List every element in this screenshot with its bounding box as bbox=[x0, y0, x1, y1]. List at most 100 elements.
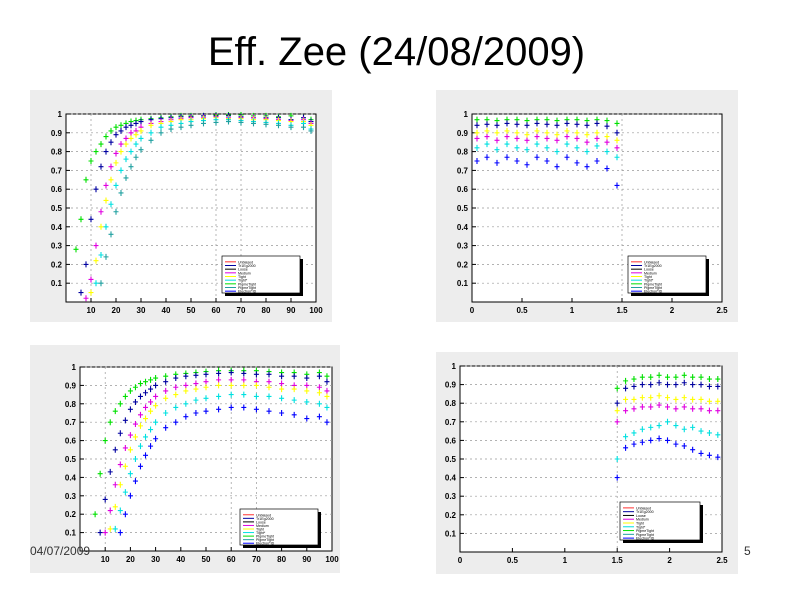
y-tick-label: 0.6 bbox=[445, 436, 457, 445]
data-point bbox=[183, 382, 189, 389]
data-point bbox=[474, 144, 480, 151]
legend-label: Tight bbox=[644, 275, 652, 279]
data-point bbox=[118, 189, 124, 196]
data-point bbox=[98, 223, 104, 230]
data-point bbox=[614, 407, 620, 414]
data-point bbox=[103, 197, 109, 204]
data-point bbox=[193, 397, 199, 404]
y-tick-label: 0.3 bbox=[457, 242, 469, 251]
data-point bbox=[544, 129, 550, 136]
y-tick-label: 0.5 bbox=[65, 455, 77, 464]
data-point bbox=[143, 415, 149, 422]
data-point bbox=[656, 435, 662, 442]
data-point bbox=[203, 408, 209, 415]
data-point bbox=[288, 124, 294, 131]
chart-panel-3: 0.1 0.2 0.3 0.4 0.5 0.6 0.7 0.8 0.9 1 10 20 30 40 50 60… bbox=[30, 345, 340, 573]
data-point bbox=[158, 124, 164, 131]
data-point bbox=[241, 370, 247, 377]
data-point bbox=[117, 430, 123, 437]
data-point bbox=[108, 231, 114, 238]
data-point bbox=[107, 419, 113, 426]
data-point bbox=[123, 174, 129, 181]
data-point bbox=[122, 393, 128, 400]
y-tick-label: 0.5 bbox=[51, 204, 63, 213]
data-point bbox=[128, 135, 134, 142]
data-point bbox=[594, 135, 600, 142]
data-point bbox=[132, 456, 138, 462]
data-point bbox=[604, 165, 610, 172]
efficiency-vs-et-chart-2: 0.1 0.2 0.3 0.4 0.5 0.6 0.7 0.8 0.9 1 10 20 30 40 50 60… bbox=[65, 363, 339, 564]
data-point bbox=[665, 403, 671, 410]
data-point bbox=[118, 122, 124, 129]
data-point bbox=[228, 369, 234, 376]
y-tick-label: 0.6 bbox=[51, 185, 63, 194]
data-point bbox=[178, 124, 184, 131]
efficiency-vs-et-chart-1: 0.1 0.2 0.3 0.4 0.5 0.6 0.7 0.8 0.9 1 10 20 30 40 50 60… bbox=[51, 110, 323, 315]
data-point bbox=[78, 216, 84, 223]
data-point bbox=[122, 489, 128, 496]
y-tick-label: 0.5 bbox=[457, 204, 469, 213]
data-point bbox=[715, 383, 721, 390]
data-point bbox=[137, 443, 143, 450]
y-tick-label: 0.6 bbox=[65, 437, 77, 446]
data-point bbox=[93, 148, 99, 155]
data-point bbox=[216, 382, 222, 389]
data-point bbox=[137, 411, 143, 418]
data-point bbox=[594, 129, 600, 136]
data-point bbox=[715, 431, 721, 438]
x-tick-label: 70 bbox=[252, 555, 261, 564]
footer-date: 04/07/2009 bbox=[30, 544, 91, 558]
data-point bbox=[656, 372, 662, 379]
data-point bbox=[494, 137, 500, 144]
data-point bbox=[706, 407, 712, 414]
data-point bbox=[108, 163, 114, 170]
data-point bbox=[117, 529, 123, 536]
data-point bbox=[103, 253, 109, 260]
legend-label: Tr1Eg2000 bbox=[636, 510, 654, 514]
data-point bbox=[103, 148, 109, 155]
legend-label: PigmeTight bbox=[256, 538, 274, 542]
data-point bbox=[133, 141, 139, 148]
data-point bbox=[681, 372, 687, 379]
data-point bbox=[564, 133, 570, 140]
data-point bbox=[153, 375, 159, 382]
y-tick-label: 0.9 bbox=[51, 129, 63, 138]
series-electron-id bbox=[117, 404, 330, 536]
legend-label: Electron*ID bbox=[256, 542, 275, 546]
data-point bbox=[203, 395, 209, 402]
data-point bbox=[88, 158, 94, 164]
data-point bbox=[690, 424, 696, 431]
data-point bbox=[251, 120, 256, 127]
data-point bbox=[113, 150, 119, 157]
data-point bbox=[324, 393, 330, 400]
data-point bbox=[266, 378, 272, 385]
legend-label: PigmeTight bbox=[636, 533, 654, 537]
data-point bbox=[188, 122, 194, 129]
legend-label: Tight* bbox=[256, 531, 266, 535]
series-tight bbox=[614, 392, 721, 414]
data-point bbox=[93, 186, 99, 193]
data-point bbox=[534, 127, 540, 134]
y-tick-label: 1 bbox=[452, 362, 457, 371]
legend-label: Tight bbox=[256, 528, 264, 532]
legend-label: Loose bbox=[644, 268, 654, 272]
data-point bbox=[623, 396, 629, 403]
data-point bbox=[183, 413, 189, 420]
data-point bbox=[118, 148, 124, 155]
data-point bbox=[112, 408, 118, 415]
data-point bbox=[203, 384, 209, 391]
legend-label: Unbiased bbox=[256, 513, 271, 517]
data-point bbox=[665, 437, 671, 444]
x-tick-label: 2 bbox=[667, 556, 672, 565]
data-point bbox=[324, 373, 330, 380]
legend: UnbiasedTr1Eg2000LooseMediumTightTight*P… bbox=[619, 501, 701, 541]
series-unbiased bbox=[614, 372, 721, 392]
x-tick-label: 20 bbox=[112, 306, 121, 315]
efficiency-vs-eta-chart-1: 0.1 0.2 0.3 0.4 0.5 0.6 0.7 0.8 0.9 1 0 0.5 1 1.5 2 2.5… bbox=[457, 110, 728, 315]
x-tick-label: 30 bbox=[137, 306, 146, 315]
data-point bbox=[92, 511, 98, 518]
chart-panel-4: 0.1 0.2 0.3 0.4 0.5 0.6 0.7 0.8 0.9 1 0 0.5 1 1.5 2 2.5… bbox=[436, 352, 738, 574]
data-point bbox=[193, 386, 199, 393]
x-tick-label: 60 bbox=[227, 555, 236, 564]
slide-title: Eff. Zee (24/08/2009) bbox=[207, 30, 586, 74]
